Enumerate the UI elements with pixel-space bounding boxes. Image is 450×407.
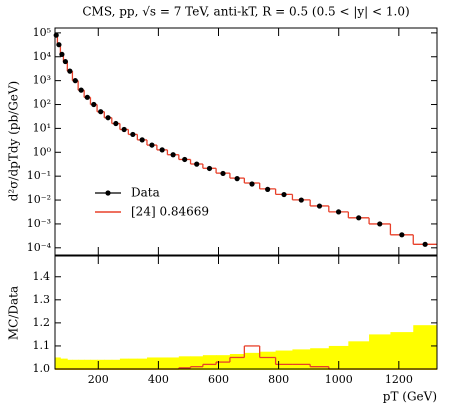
uncertainty-band <box>104 359 113 370</box>
data-point <box>56 42 62 48</box>
data-point <box>130 131 136 138</box>
data-point <box>356 215 362 221</box>
uncertainty-band <box>137 358 148 370</box>
data-point <box>78 87 84 93</box>
y-tick-label: 1.1 <box>33 339 51 352</box>
uncertainty-band <box>310 348 330 370</box>
legend-swatch <box>105 190 111 196</box>
data-point <box>399 232 405 238</box>
uncertainty-band <box>119 358 129 370</box>
data-point <box>265 186 271 192</box>
uncertainty-band <box>369 334 391 370</box>
uncertainty-band <box>67 359 73 370</box>
data-point <box>335 209 342 215</box>
legend-label: [24] 0.84669 <box>131 205 209 219</box>
data-point <box>67 68 73 74</box>
uncertainty-band <box>60 358 64 370</box>
data-point <box>91 101 97 108</box>
y-tick-label: 1.4 <box>33 270 51 283</box>
data-point <box>298 197 304 203</box>
uncertainty-band <box>348 341 370 370</box>
y-tick-label: 10⁻² <box>27 193 51 206</box>
data-point <box>62 58 68 65</box>
uncertainty-band <box>57 357 61 370</box>
legend-label: Data <box>131 186 160 200</box>
uncertainty-band <box>146 357 158 370</box>
data-point <box>316 203 323 209</box>
y-tick-label: 10² <box>33 98 51 111</box>
uncertainty-band <box>128 358 138 370</box>
data-point <box>249 181 255 187</box>
uncertainty-band <box>229 354 245 370</box>
uncertainty-band <box>84 359 91 370</box>
data-point <box>220 170 226 177</box>
uncertainty-band <box>202 355 217 370</box>
uncertainty-band <box>167 357 180 370</box>
uncertainty-band <box>275 350 293 370</box>
x-tick-label: 1000 <box>325 373 353 386</box>
y-tick-label: 10¹ <box>33 121 51 134</box>
data-point <box>281 191 287 198</box>
data-point <box>422 241 428 247</box>
uncertainty-band <box>63 358 68 370</box>
data-point <box>159 147 165 153</box>
uncertainty-band <box>111 359 121 370</box>
data-point <box>234 176 240 182</box>
uncertainty-band <box>259 351 277 370</box>
plot-frame <box>54 27 438 256</box>
y-tick-label: 1.2 <box>33 316 51 329</box>
uncertainty-band <box>413 325 437 370</box>
uncertainty-band <box>328 345 349 370</box>
x-tick-label: 400 <box>148 373 169 386</box>
data-point <box>170 152 176 158</box>
y-tick-label: 1.0 <box>33 362 51 375</box>
data-point <box>105 115 111 121</box>
x-tick-label: 1200 <box>385 373 413 386</box>
y-tick-label: 10³ <box>33 74 51 87</box>
uncertainty-band <box>156 357 168 370</box>
data-point <box>139 137 145 143</box>
y-axis-label: d²σ/dpTdy (pb/GeV) <box>7 81 21 202</box>
x-tick-label: 800 <box>268 373 289 386</box>
uncertainty-band <box>178 356 191 370</box>
data-point <box>98 109 104 115</box>
data-point <box>206 165 213 172</box>
y-tick-label: 10⁻¹ <box>27 169 51 182</box>
data-point <box>84 94 90 100</box>
y-axis-label: MC/Data <box>7 286 21 340</box>
y-tick-label: 10⁰ <box>33 145 52 158</box>
ratio-area <box>55 325 437 370</box>
x-tick-label: 200 <box>88 373 109 386</box>
data-point <box>59 51 65 57</box>
y-tick-label: 10⁴ <box>33 50 52 63</box>
y-tick-label: 1.3 <box>33 293 51 306</box>
plot-frame <box>54 255 438 370</box>
uncertainty-band <box>72 359 79 370</box>
uncertainty-band <box>97 359 105 370</box>
data-point <box>121 126 127 133</box>
x-tick-label: 600 <box>208 373 229 386</box>
uncertainty-band <box>244 352 261 370</box>
uncertainty-band <box>90 359 98 370</box>
data-point <box>194 161 200 167</box>
y-tick-label: 10⁻³ <box>27 217 51 230</box>
data-point <box>377 221 383 227</box>
uncertainty-band <box>55 357 58 370</box>
uncertainty-band <box>78 359 85 370</box>
data-point <box>72 78 78 84</box>
data-point <box>149 142 155 148</box>
data-point <box>53 32 59 38</box>
data-point <box>113 120 119 127</box>
uncertainty-band <box>390 332 414 370</box>
y-tick-label: 10⁵ <box>33 26 51 39</box>
uncertainty-band <box>292 349 311 370</box>
x-axis-label: pT (GeV) <box>383 390 437 404</box>
chart-title: CMS, pp, √s = 7 TeV, anti-kT, R = 0.5 (0… <box>82 5 409 19</box>
data-point <box>182 156 188 163</box>
y-tick-label: 10⁻⁴ <box>27 241 52 254</box>
